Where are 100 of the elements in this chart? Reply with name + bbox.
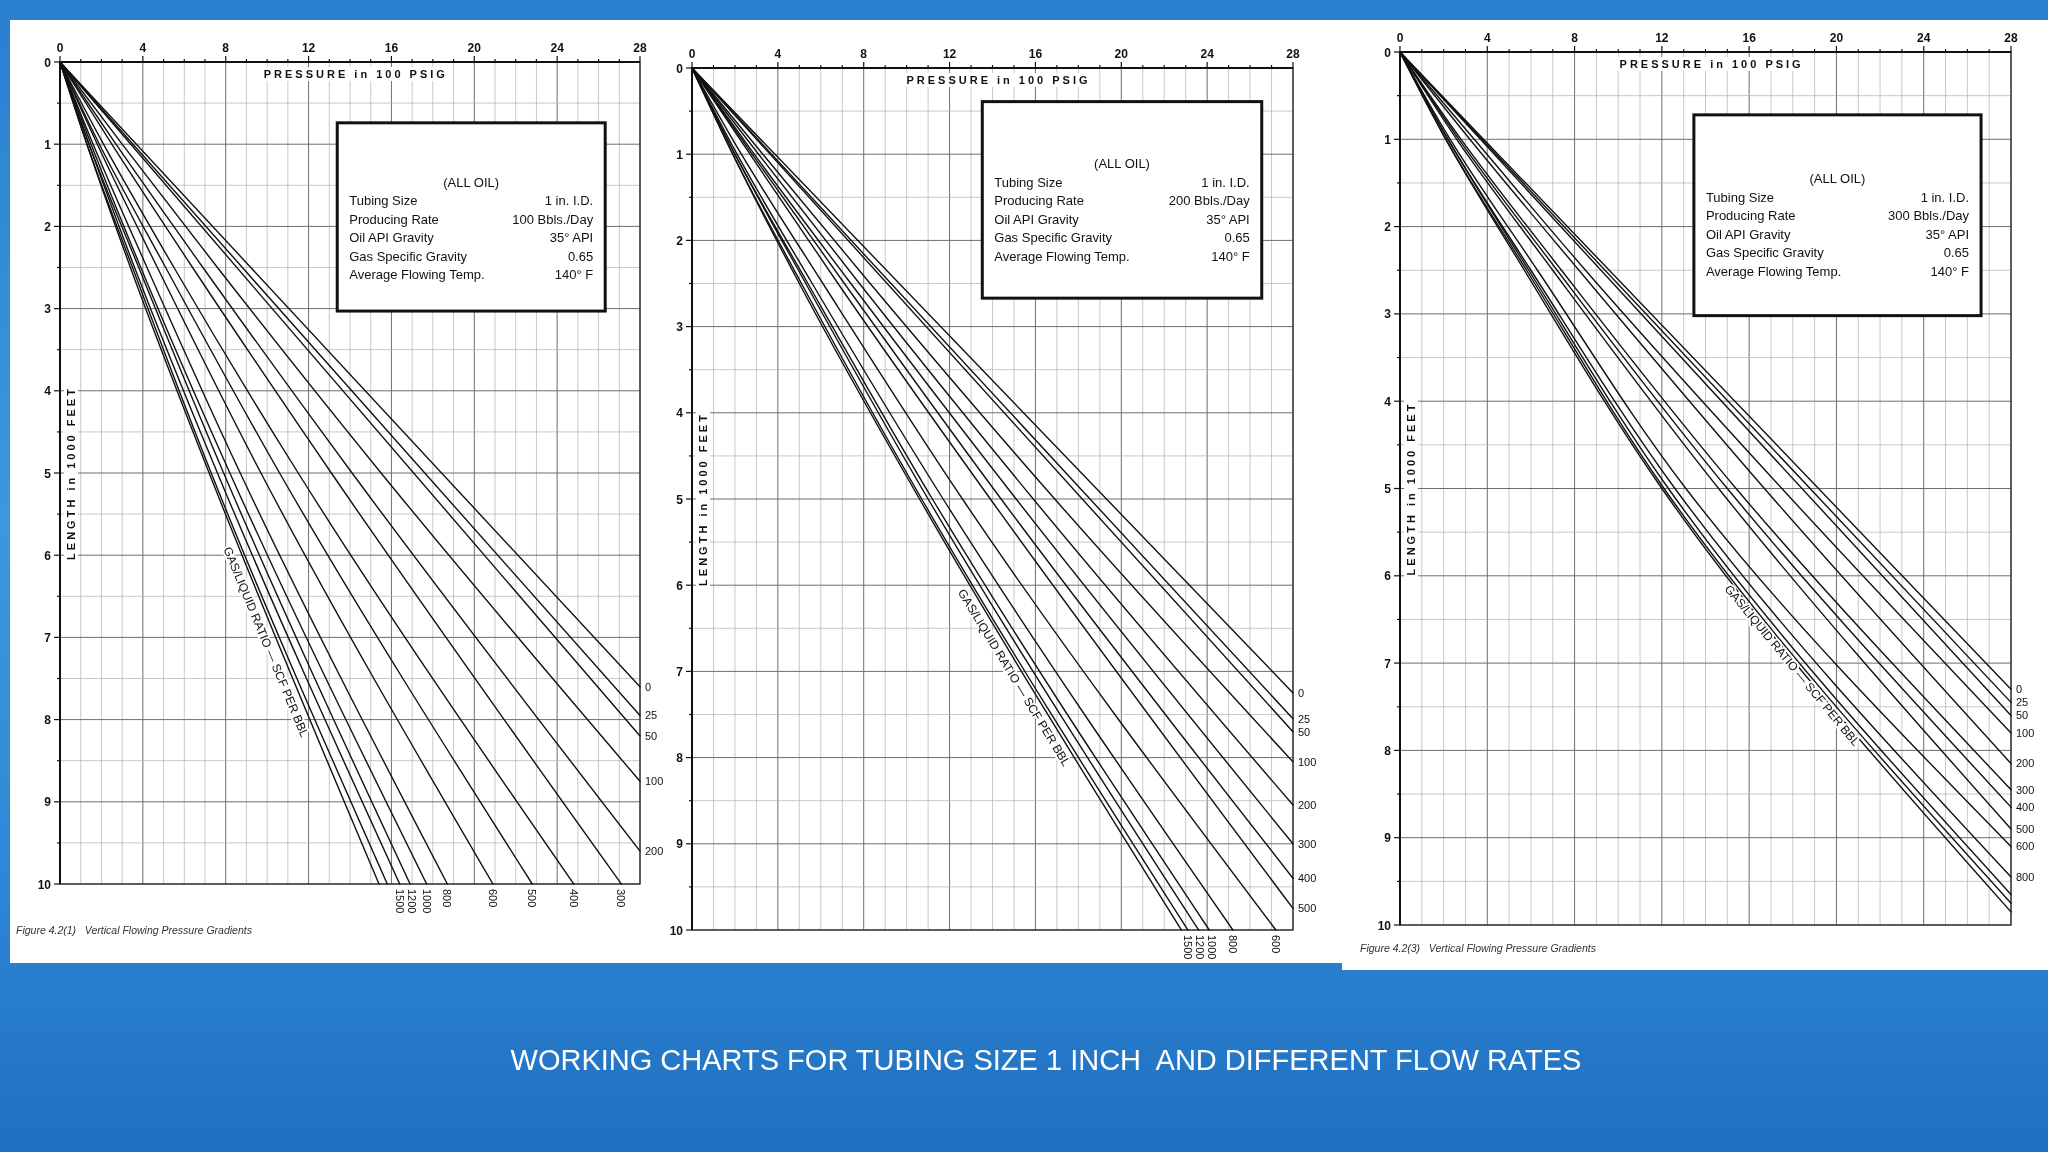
x-tick-label: 4: [774, 47, 782, 61]
series-label: 400: [1298, 872, 1317, 885]
y-tick-label: 10: [1377, 918, 1392, 933]
x-tick-label: 24: [550, 41, 565, 55]
x-axis-title: PRESSURE in 100 PSIG: [906, 74, 1091, 86]
x-tick-label: 20: [467, 41, 482, 55]
y-tick-label: 9: [44, 795, 52, 810]
series-label: 50: [2016, 709, 2029, 722]
y-tick-label: 3: [676, 320, 684, 335]
series-label: 500: [1298, 902, 1317, 915]
x-tick-label: 12: [942, 47, 957, 61]
series-label: 25: [645, 709, 658, 722]
text: (ALL OIL) Tubing Size 1 in. I.D. Producing Rate 100 Bbls./Day Oil API Gravity 35° API Gas Specific Gravity 0.65 Average Flowing Temp. 140° F: [349, 174, 594, 283]
series-label: 50: [645, 730, 658, 743]
y-axis-title: LENGTH in 1000 FEET: [697, 412, 709, 586]
y-tick-label: 8: [1384, 743, 1392, 758]
series-label: 50: [1298, 725, 1311, 738]
text: 1000: [1205, 935, 1218, 960]
series-label: 100: [2016, 726, 2035, 739]
text: (ALL OIL) Tubing Size 1 in. I.D. Producing Rate 300 Bbls./Day Oil API Gravity 35° API Gas Specific Gravity 0.65 Average Flowing Temp. 140° F: [1705, 171, 1970, 279]
series-label: 0: [645, 680, 652, 693]
y-tick-label: 4: [1384, 394, 1392, 409]
x-tick-label: 28: [633, 41, 647, 55]
text: 1200: [405, 889, 418, 914]
y-tick-label: 1: [1384, 132, 1392, 147]
y-axis-title: LENGTH in 1000 FEET: [65, 386, 77, 560]
series-label: 0: [2016, 683, 2023, 696]
x-tick-label: 8: [222, 41, 230, 55]
x-tick-label: 20: [1829, 31, 1844, 45]
series-label: 100: [1298, 755, 1317, 768]
x-tick-label: 0: [56, 41, 64, 55]
text: 500: [526, 889, 539, 908]
text: 800: [441, 889, 454, 908]
series-label: 25: [1298, 712, 1311, 725]
text: WORKING CHARTS FOR TUBING SIZE 1 INCH AND DIFFERENT FLOW RATES: [510, 1044, 1582, 1076]
text: 600: [486, 889, 499, 908]
x-tick-label: 24: [1917, 31, 1931, 45]
y-tick-label: 1: [44, 137, 52, 152]
text: 1200: [1193, 935, 1206, 960]
text: 400: [567, 889, 580, 908]
x-tick-label: 0: [1396, 31, 1404, 45]
y-tick-label: 6: [676, 578, 684, 593]
y-tick-label: 4: [44, 384, 52, 399]
series-label: 600: [2016, 840, 2035, 853]
series-label: 800: [2016, 870, 2035, 883]
y-tick-label: 9: [1384, 831, 1392, 846]
y-tick-label: 6: [1384, 569, 1392, 584]
y-axis-title: LENGTH in 1000 FEET: [1405, 401, 1417, 576]
x-tick-label: 12: [1655, 31, 1669, 45]
y-tick-label: 10: [669, 923, 684, 938]
y-tick-label: 9: [676, 837, 684, 852]
y-tick-label: 3: [44, 302, 52, 317]
y-tick-label: 5: [676, 492, 684, 507]
y-tick-label: 2: [44, 219, 52, 234]
x-tick-label: 28: [2004, 31, 2018, 45]
y-tick-label: 6: [44, 548, 52, 563]
y-tick-label: 1: [676, 147, 684, 162]
x-tick-label: 8: [860, 47, 868, 61]
text: 1500: [393, 889, 406, 914]
y-tick-label: 7: [1384, 656, 1392, 671]
series-label: 300: [2016, 783, 2035, 796]
y-tick-label: 8: [44, 713, 52, 728]
series-label: 200: [2016, 757, 2035, 770]
y-tick-label: 7: [44, 630, 52, 645]
x-tick-label: 8: [1571, 31, 1579, 45]
x-tick-label: 16: [1742, 31, 1757, 45]
text: 600: [1269, 935, 1282, 954]
text: 1000: [420, 889, 433, 914]
y-tick-label: 8: [676, 751, 684, 766]
y-tick-label: 7: [676, 664, 684, 679]
series-label: 0: [1298, 686, 1305, 699]
caption: Figure 4.2(1) Vertical Flowing Pressure Gradients: [16, 924, 253, 936]
x-axis-title: PRESSURE in 100 PSIG: [1619, 58, 1804, 70]
x-tick-label: 4: [1483, 31, 1491, 45]
y-tick-label: 4: [676, 406, 684, 421]
caption: Figure 4.2(3) Vertical Flowing Pressure Gradients: [1360, 942, 1597, 954]
y-tick-label: 2: [1384, 220, 1392, 235]
x-tick-label: 12: [301, 41, 316, 55]
x-tick-label: 16: [1028, 47, 1043, 61]
x-tick-label: 28: [1286, 47, 1300, 61]
series-label: 300: [1298, 837, 1317, 850]
y-tick-label: 5: [44, 466, 52, 481]
series-label: 200: [1298, 799, 1317, 812]
y-tick-label: 3: [1384, 307, 1392, 322]
x-tick-label: 0: [688, 47, 696, 61]
x-tick-label: 24: [1200, 47, 1215, 61]
series-label: 25: [2016, 696, 2029, 709]
x-tick-label: 16: [384, 41, 399, 55]
text: 800: [1226, 935, 1239, 954]
x-tick-label: 4: [139, 41, 147, 55]
series-label: 500: [2016, 822, 2035, 835]
text: 1500: [1181, 935, 1194, 960]
series-label: 200: [645, 845, 664, 858]
series-label: 100: [645, 775, 664, 788]
x-axis-title: PRESSURE in 100 PSIG: [263, 68, 448, 80]
y-tick-label: 2: [676, 233, 684, 248]
y-tick-label: 10: [37, 877, 52, 892]
text: (ALL OIL) Tubing Size 1 in. I.D. Producing Rate 200 Bbls./Day Oil API Gravity 35° API Gas Specific Gravity 0.65 Average Flowing Temp. 140° F: [994, 156, 1250, 264]
text: 300: [615, 889, 628, 908]
y-tick-label: 5: [1384, 482, 1392, 496]
